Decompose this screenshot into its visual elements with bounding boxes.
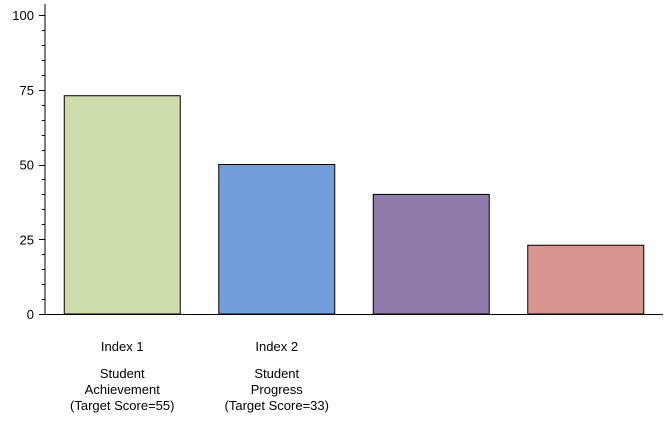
- bar: [527, 244, 645, 315]
- x-tick-label: Student: [100, 366, 145, 381]
- x-tick-label: Index 2: [255, 339, 298, 354]
- y-tick-label: 0: [27, 307, 34, 322]
- x-tick-label: Achievement: [85, 382, 161, 397]
- x-tick-label: Index 1: [101, 339, 144, 354]
- bar: [218, 164, 336, 315]
- x-tick-label: (Target Score=33): [225, 398, 329, 413]
- bar: [63, 95, 181, 315]
- y-tick-label: 100: [12, 8, 34, 23]
- x-tick-label: Student: [254, 366, 299, 381]
- x-tick-label: Progress: [251, 382, 304, 397]
- bars: [63, 95, 645, 315]
- y-tick-label: 50: [20, 158, 34, 173]
- y-tick-label: 25: [20, 232, 34, 247]
- x-tick-label: (Target Score=55): [70, 398, 174, 413]
- bar: [372, 193, 490, 315]
- y-tick-label: 75: [20, 83, 34, 98]
